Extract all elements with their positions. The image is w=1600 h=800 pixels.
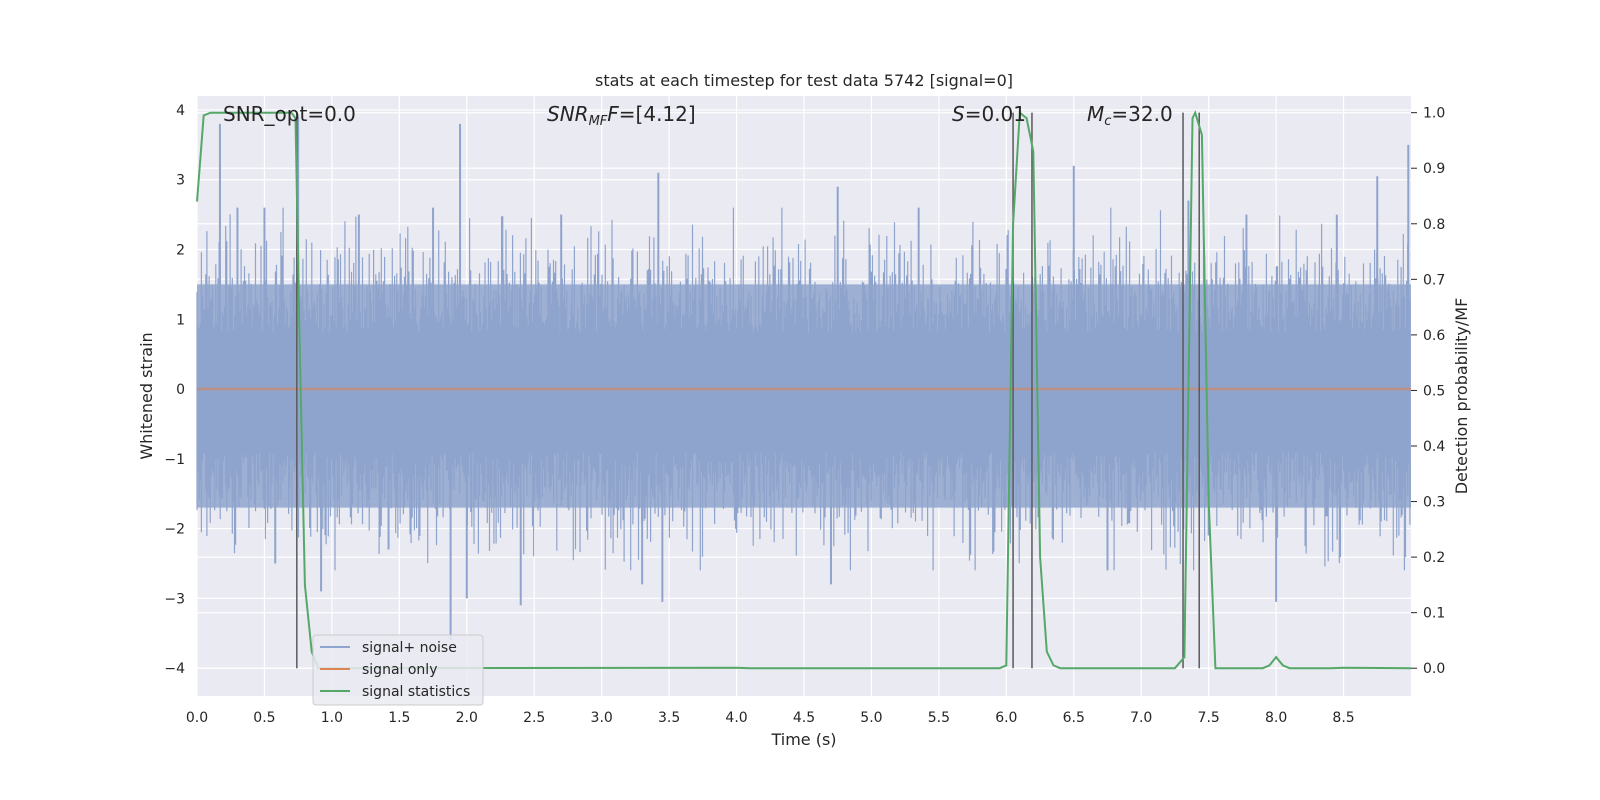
y-right-tick-label: 0.3 [1423,495,1445,511]
s-annotation: S=0.01 [952,102,1026,126]
y-right-tick-label: 0.9 [1423,161,1445,177]
legend-label-noise: signal+ noise [362,640,457,656]
snr-mf-letter: F [607,102,619,126]
y-left-axis-ticks: 4 3 2 1 0 −1 −2 −3 −4 [164,103,185,677]
x-tick-label: 1.5 [388,710,410,726]
x-tick-label: 8.5 [1332,710,1354,726]
legend-box [312,634,484,706]
legend-label-signal-only: signal only [362,662,437,678]
mc-annotation: Mc=32.0 [1087,102,1173,129]
snr-mf-name: SNR [547,102,589,126]
s-name: S [952,102,965,126]
mc-name: M [1087,102,1104,126]
x-tick-label: 6.5 [1063,710,1085,726]
y-right-tick-label: 0.7 [1423,272,1445,288]
y-left-axis-label: Whitened strain [137,332,156,459]
x-tick-label: 0.0 [186,710,208,726]
y-left-tick-label: 0 [176,382,185,398]
y-left-tick-label: −2 [164,522,185,538]
x-tick-label: 4.5 [793,710,815,726]
x-tick-label: 7.0 [1130,710,1152,726]
snr-mf-value: =[4.12] [619,102,696,126]
y-left-tick-label: 1 [176,312,185,328]
y-left-tick-label: −4 [164,661,185,677]
s-value: =0.01 [965,102,1026,126]
x-axis-ticks: 0.0 0.5 1.0 1.5 2.0 2.5 3.0 3.5 4.0 4.5 5.0 5.5 6.0 6… [186,710,1355,726]
x-tick-label: 3.5 [658,710,680,726]
legend: signal+ noise signal only signal statist… [312,634,484,706]
x-tick-label: 3.0 [591,710,613,726]
x-tick-label: 7.5 [1198,710,1220,726]
x-tick-label: 2.5 [523,710,545,726]
x-axis-label: Time (s) [770,730,836,749]
y-right-tick-label: 0.4 [1423,439,1445,455]
x-tick-label: 5.5 [928,710,950,726]
y-left-tick-label: 4 [176,103,185,119]
statistics-series [196,109,1412,670]
detection-markers [296,112,1200,669]
y-left-tick-label: 3 [176,173,185,189]
y-right-tick-label: 0.8 [1423,217,1445,233]
y-left-tick-label: −3 [164,591,185,607]
y-right-tick-label: 0.5 [1423,383,1445,399]
mc-value: =32.0 [1111,102,1172,126]
snr-opt-annotation: SNR_opt=0.0 [223,102,356,126]
y-right-tick-label: 1.0 [1423,106,1445,122]
y-left-tick-label: −1 [164,452,185,468]
x-tick-label: 0.5 [253,710,275,726]
y-right-axis-ticks: 1.0 0.9 0.8 0.7 0.6 0.5 0.4 0.3 0.2 0.1 0.0 [1411,106,1445,677]
x-tick-label: 1.0 [321,710,343,726]
snr-mf-subscript: MF [589,114,608,129]
y-left-tick-label: 2 [176,242,185,258]
snr-mf-annotation: SNRMFF=[4.12] [547,102,696,129]
x-tick-label: 2.0 [456,710,478,726]
x-tick-label: 5.0 [860,710,882,726]
x-tick-label: 8.0 [1265,710,1287,726]
y-right-tick-label: 0.1 [1423,606,1445,622]
x-tick-label: 4.0 [725,710,747,726]
y-right-axis-label: Detection probability/MF [1452,298,1471,495]
chart-title: stats at each timestep for test data 574… [595,71,1013,90]
y-right-tick-label: 0.6 [1423,328,1445,344]
legend-label-statistics: signal statistics [362,684,470,700]
statistics-line [196,109,1412,670]
mc-subscript: c [1104,114,1111,129]
y-right-tick-label: 0.2 [1423,550,1445,566]
x-tick-label: 6.0 [995,710,1017,726]
y-right-tick-label: 0.0 [1423,661,1445,677]
